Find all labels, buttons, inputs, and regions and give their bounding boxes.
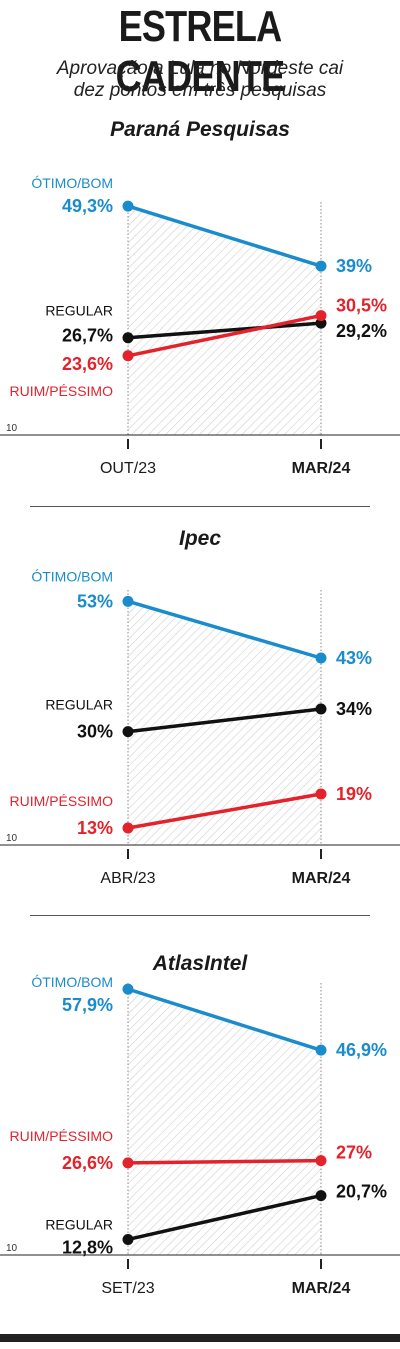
data-label-ruim_pessimo: 23,6% — [62, 354, 113, 374]
series-name-otimo_bom: ÓTIMO/BOM — [31, 568, 113, 584]
data-label-otimo_bom: 39% — [336, 256, 372, 276]
series-name-regular: REGULAR — [45, 1216, 113, 1232]
x-tick-label: SET/23 — [101, 1280, 154, 1297]
data-label-otimo_bom: 53% — [77, 591, 113, 611]
data-point-regular — [315, 317, 327, 329]
data-point-regular — [122, 1233, 134, 1245]
chart-divider — [30, 506, 370, 507]
data-point-ruim_pessimo — [315, 310, 327, 322]
data-point-ruim_pessimo — [315, 788, 327, 800]
page-subtitle: Aprovação a Lula no Nordeste cai dez pon… — [0, 58, 400, 102]
series-name-regular: REGULAR — [45, 303, 113, 319]
data-label-regular: 12,8% — [62, 1237, 113, 1257]
data-point-regular — [122, 726, 134, 738]
data-label-otimo_bom: 49,3% — [62, 196, 113, 216]
series-name-ruim_pessimo: RUIM/PÉSSIMO — [10, 383, 114, 399]
series-name-ruim_pessimo: RUIM/PÉSSIMO — [10, 1128, 114, 1144]
series-line-otimo_bom — [127, 204, 322, 268]
x-tick-label: OUT/23 — [100, 460, 156, 477]
chart-divider — [30, 915, 370, 916]
data-point-regular — [122, 332, 134, 344]
x-tick-label: ABR/23 — [100, 870, 155, 887]
data-point-ruim_pessimo — [122, 350, 134, 362]
series-name-regular: REGULAR — [45, 697, 113, 713]
subtitle-line-1: Aprovação a Lula no Nordeste cai — [56, 58, 344, 79]
series-line-regular — [127, 707, 322, 734]
data-label-regular: 29,2% — [336, 321, 387, 341]
series-line-otimo_bom — [127, 987, 322, 1052]
line-chart-ipec: 10 ABR/23 MAR/24 ÓTIMO/BOM 53% 43% REGULAR 30% 3… — [0, 568, 400, 887]
chart-title-ipec: Ipec — [178, 527, 222, 550]
chart-title-atlasintel: AtlasIntel — [152, 952, 248, 975]
data-label-otimo_bom: 57,9% — [62, 995, 113, 1015]
series-name-otimo_bom: ÓTIMO/BOM — [31, 175, 113, 191]
data-label-ruim_pessimo: 26,6% — [62, 1153, 113, 1173]
series-line-ruim_pessimo — [127, 1158, 322, 1165]
data-label-regular: 34% — [336, 699, 372, 719]
data-label-regular: 30% — [77, 722, 113, 742]
data-label-regular: 26,7% — [62, 326, 113, 346]
y-axis-min-label: 10 — [6, 833, 18, 844]
page-title: ESTRELA CADENTE — [115, 2, 285, 101]
hatched-area — [128, 601, 321, 845]
data-point-otimo_bom — [315, 652, 327, 664]
data-label-otimo_bom: 43% — [336, 648, 372, 668]
data-point-ruim_pessimo — [315, 1155, 327, 1167]
line-chart-parana-pesquisas: 10 OUT/23 MAR/24 ÓTIMO/BOM 49,3% 39% REGULAR 26… — [0, 175, 400, 477]
series-name-otimo_bom: ÓTIMO/BOM — [31, 974, 113, 990]
chart-title-parana: Paraná Pesquisas — [110, 118, 290, 141]
data-label-otimo_bom: 46,9% — [336, 1040, 387, 1060]
line-chart-atlasintel: 10 SET/23 MAR/24 ÓTIMO/BOM 57,9% 46,9% RUIM/PÉ… — [0, 974, 400, 1297]
series-line-ruim_pessimo — [127, 313, 322, 358]
data-label-ruim_pessimo: 19% — [336, 784, 372, 804]
series-line-regular — [127, 1193, 322, 1242]
data-label-ruim_pessimo: 27% — [336, 1143, 372, 1163]
data-point-otimo_bom — [122, 983, 134, 995]
y-axis-min-label: 10 — [6, 423, 18, 434]
data-point-ruim_pessimo — [122, 822, 134, 834]
x-tick-label: MAR/24 — [292, 870, 351, 887]
data-point-regular — [315, 1190, 327, 1202]
data-label-regular: 20,7% — [336, 1182, 387, 1202]
subtitle-line-2: dez pontos em três pesquisas — [73, 80, 327, 101]
x-tick-label: MAR/24 — [292, 1280, 351, 1297]
data-point-regular — [315, 703, 327, 715]
data-label-ruim_pessimo: 13% — [77, 818, 113, 838]
data-point-otimo_bom — [122, 595, 134, 607]
hatched-area — [128, 989, 321, 1255]
bottom-rule — [0, 1334, 400, 1342]
series-line-regular — [127, 321, 322, 340]
y-axis-min-label: 10 — [6, 1243, 18, 1254]
series-line-otimo_bom — [127, 599, 322, 660]
data-point-otimo_bom — [122, 200, 134, 212]
series-name-ruim_pessimo: RUIM/PÉSSIMO — [10, 793, 114, 809]
data-point-ruim_pessimo — [122, 1157, 134, 1169]
data-label-ruim_pessimo: 30,5% — [336, 296, 387, 316]
series-line-ruim_pessimo — [127, 792, 322, 830]
hatched-area — [128, 206, 321, 435]
x-tick-label: MAR/24 — [292, 460, 351, 477]
data-point-otimo_bom — [315, 260, 327, 272]
data-point-otimo_bom — [315, 1044, 327, 1056]
